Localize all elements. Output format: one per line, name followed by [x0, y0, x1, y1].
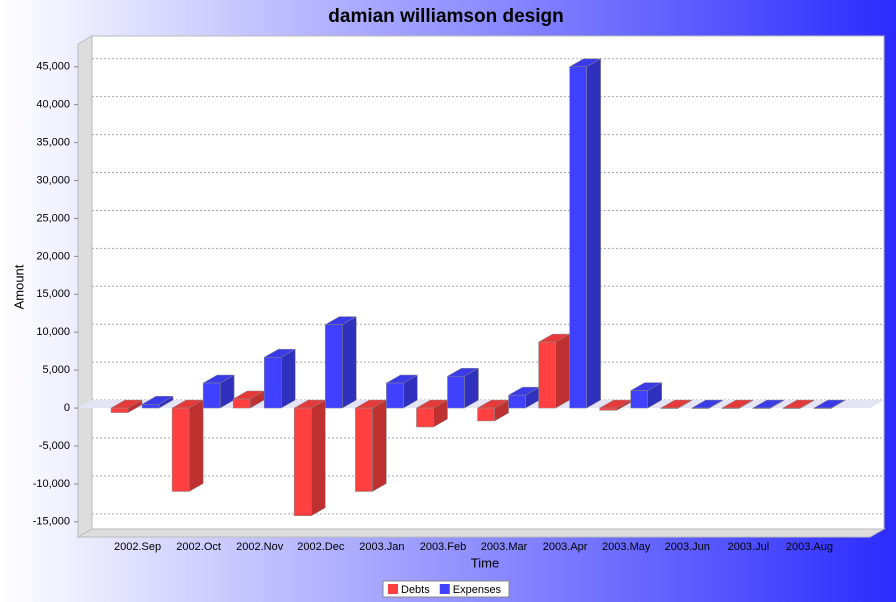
bar-group — [354, 399, 388, 492]
bar-group — [385, 374, 419, 409]
y-tick-label: -5,000 — [39, 440, 70, 452]
bar — [721, 407, 740, 409]
bar — [538, 341, 556, 409]
back-wall — [91, 35, 885, 530]
y-tick-label: 45,000 — [36, 61, 70, 73]
bar — [691, 407, 710, 409]
bar-side — [188, 399, 204, 492]
floor — [76, 528, 886, 538]
x-tick-label: 2003.Mar — [481, 541, 528, 553]
x-tick-label: 2003.May — [602, 541, 651, 553]
bar-group — [141, 395, 174, 409]
bar-group — [324, 316, 358, 409]
y-tick-label: 5,000 — [42, 364, 70, 376]
bar — [325, 324, 343, 409]
x-tick-label: 2003.Apr — [543, 541, 588, 553]
x-tick-label: 2003.Jul — [728, 541, 770, 553]
bar-side — [280, 348, 296, 409]
x-tick-label: 2002.Oct — [176, 541, 221, 553]
x-tick-label: 2003.Aug — [786, 541, 833, 553]
bar-side — [555, 333, 570, 409]
bar-side — [372, 399, 387, 492]
bar-group — [598, 399, 632, 411]
bar-group — [720, 399, 754, 409]
y-tick-label: 35,000 — [36, 137, 70, 149]
bar-group — [415, 399, 449, 428]
bar — [599, 407, 617, 411]
bar — [630, 390, 648, 409]
bar — [782, 407, 801, 409]
bar — [386, 382, 404, 409]
bar — [569, 66, 587, 409]
bar-group — [537, 333, 571, 409]
x-tick-label: 2002.Sep — [114, 541, 161, 553]
bar-side — [586, 58, 601, 409]
bar-group — [507, 386, 541, 409]
y-tick-label: 0 — [64, 402, 70, 414]
bar-group — [751, 399, 785, 409]
legend-swatch — [439, 584, 450, 594]
bar — [294, 407, 312, 517]
plot-area — [74, 35, 886, 538]
bar — [813, 407, 832, 409]
bar — [660, 407, 679, 409]
y-tick-label: 30,000 — [36, 174, 70, 186]
bar — [447, 375, 465, 409]
bar-group — [659, 399, 693, 409]
y-tick-label: 10,000 — [36, 326, 70, 338]
y-tick-label: 40,000 — [36, 99, 70, 111]
legend-label: Expenses — [453, 584, 502, 596]
bar — [232, 398, 251, 409]
bar — [110, 407, 129, 413]
x-tick-label: 2002.Nov — [236, 541, 284, 553]
y-tick-label: -10,000 — [33, 478, 70, 490]
y-tick-label: 15,000 — [36, 288, 70, 300]
bar-group — [813, 399, 846, 409]
bar-group — [690, 399, 724, 409]
bar — [141, 404, 160, 409]
y-tick-label: 25,000 — [36, 212, 70, 224]
bar — [263, 356, 282, 409]
bar — [477, 407, 495, 422]
bar-side — [311, 399, 326, 517]
legend-label: Debts — [401, 584, 430, 596]
bar — [202, 382, 221, 409]
bar — [171, 407, 190, 492]
bar-side — [342, 316, 357, 409]
chart-title: damian williamson design — [328, 6, 563, 27]
left-wall — [77, 35, 93, 538]
bar — [508, 394, 526, 409]
bar-group — [782, 399, 815, 409]
bar-group — [263, 348, 297, 409]
legend-swatch — [388, 584, 398, 594]
bar-group — [446, 367, 480, 409]
x-tick-label: 2003.Feb — [420, 541, 466, 553]
bar-group — [293, 399, 327, 517]
y-tick-label: -15,000 — [33, 516, 70, 528]
bar-group — [629, 382, 663, 409]
bar — [752, 407, 771, 409]
x-tick-label: 2003.Jan — [359, 541, 404, 553]
x-axis-label: Time — [471, 555, 499, 570]
bar-group — [232, 390, 266, 409]
bar — [416, 407, 434, 428]
bar-group — [171, 399, 205, 492]
y-axis-label: Amount — [11, 264, 26, 309]
bar-group — [568, 58, 602, 409]
y-tick-label: 20,000 — [36, 250, 70, 262]
bar — [355, 407, 373, 492]
bar-group — [202, 374, 236, 409]
x-tick-label: 2003.Jun — [665, 541, 710, 553]
x-tick-label: 2002.Dec — [297, 541, 345, 553]
